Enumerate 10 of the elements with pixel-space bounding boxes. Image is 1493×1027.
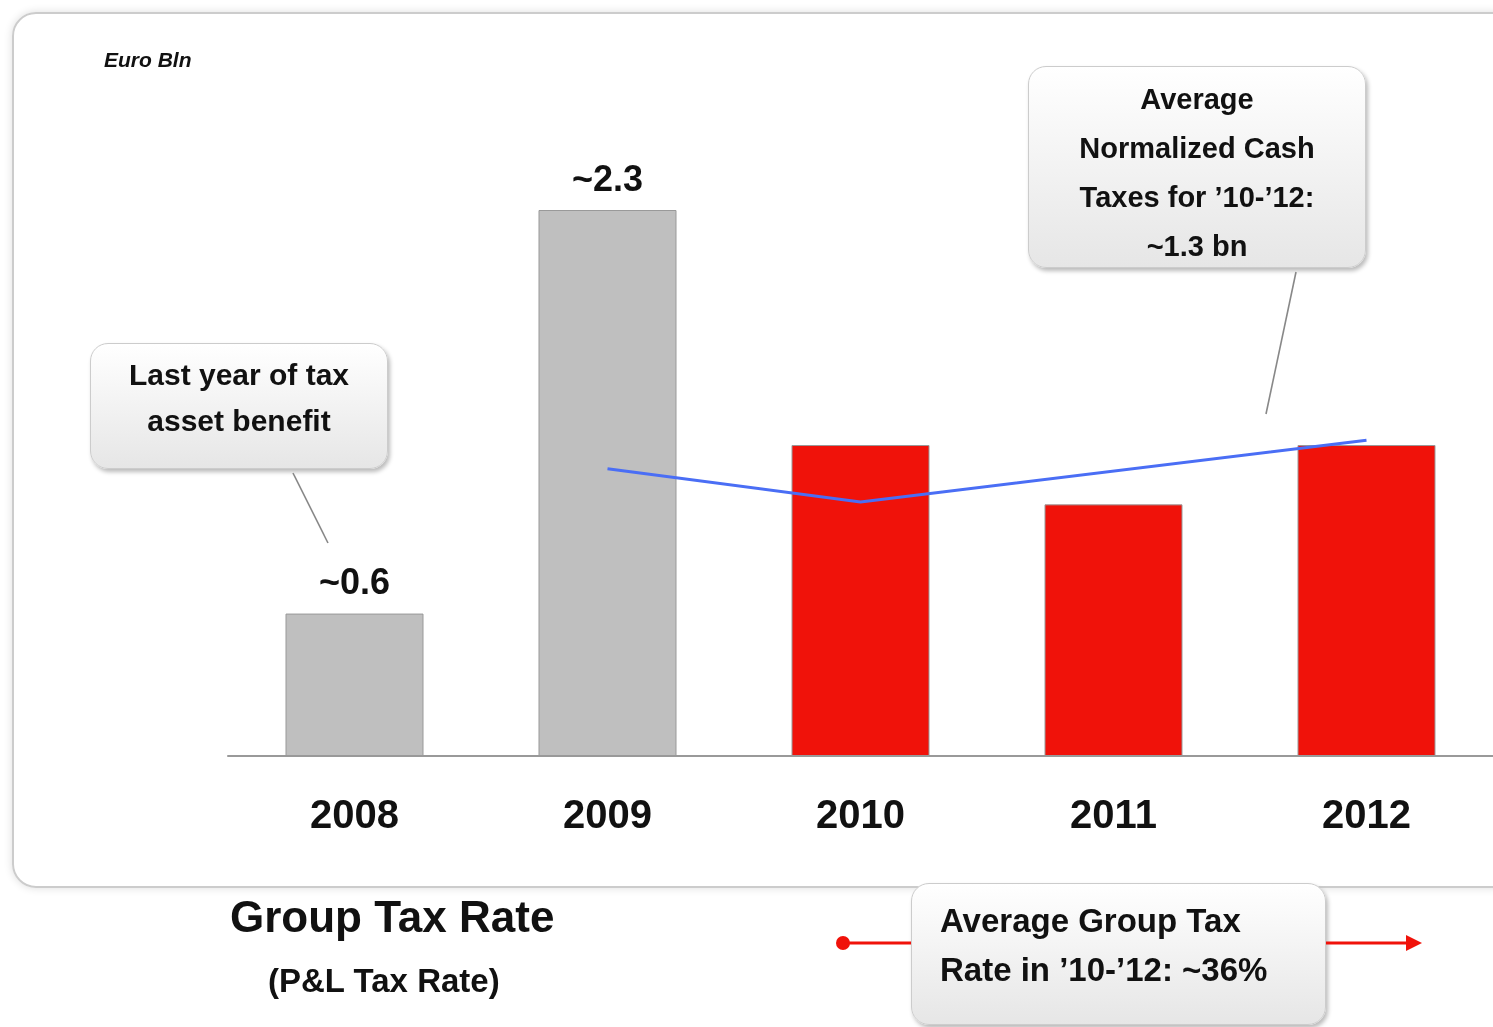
text: Group Tax Rate [230, 892, 555, 942]
data-label: ~0.6 [318, 561, 391, 603]
x-tick-label: 2012 [1322, 792, 1411, 836]
x-tick-label: 2008 [310, 792, 399, 836]
x-tick-label: 2011 [1070, 792, 1157, 836]
data-label: ~2.3 [571, 157, 644, 199]
x-tick-label: 2009 [563, 792, 652, 836]
text: Euro Bln [104, 48, 192, 72]
x-tick-label: 2010 [816, 792, 905, 836]
text: (P&L Tax Rate) [268, 962, 500, 1000]
